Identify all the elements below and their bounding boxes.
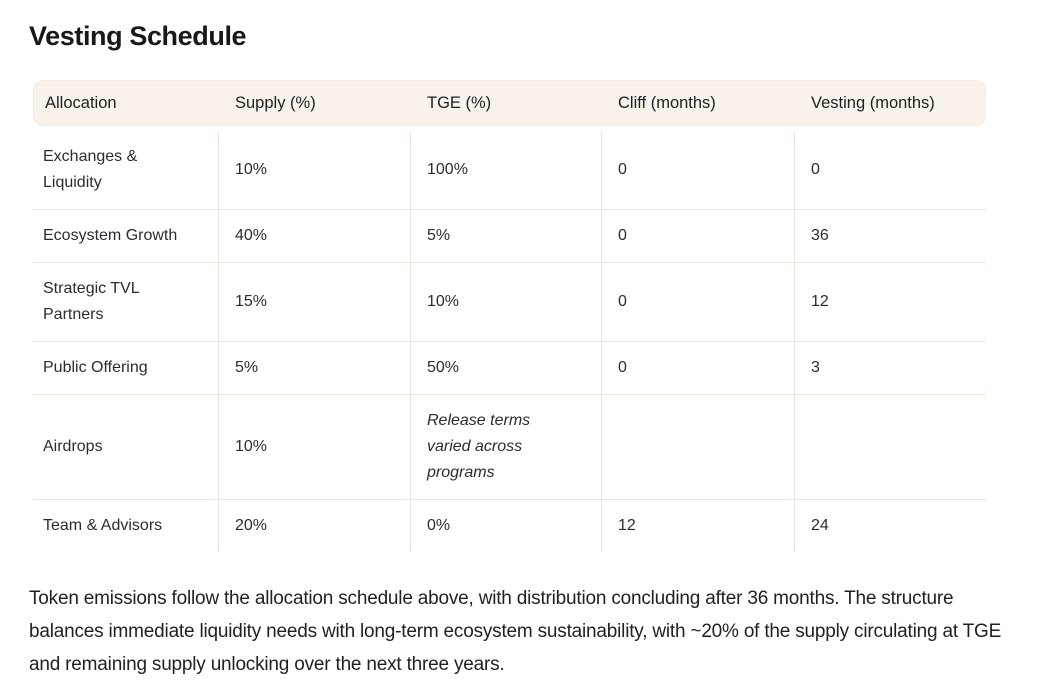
- cell-cliff: [601, 395, 794, 499]
- column-header-cliff: Cliff (months): [618, 93, 716, 112]
- cell-supply: 20%: [218, 500, 410, 552]
- tge-note-text: Release terms varied across programs: [427, 412, 531, 481]
- cell-supply: 15%: [218, 263, 410, 341]
- cell-tge: 5%: [410, 210, 601, 262]
- column-header-tge: TGE (%): [427, 93, 492, 112]
- table-row-strategic-tvl-partners: Strategic TVL Partners 15% 10% 0 12: [33, 263, 986, 342]
- cell-vesting: 36: [794, 210, 986, 262]
- cell-allocation: Public Offering: [43, 359, 148, 376]
- cell-tge: 100%: [410, 131, 601, 209]
- table-row-public-offering: Public Offering 5% 50% 0 3: [33, 342, 986, 395]
- cell-vesting: 12: [794, 263, 986, 341]
- vesting-schedule-table: Allocation Supply (%) TGE (%) Cliff (mon…: [33, 80, 986, 552]
- cell-cliff: 0: [601, 263, 794, 341]
- cell-vesting: 3: [794, 342, 986, 394]
- cell-cliff: 12: [601, 500, 794, 552]
- table-row-ecosystem-growth: Ecosystem Growth 40% 5% 0 36: [33, 210, 986, 263]
- cell-tge: 0%: [410, 500, 601, 552]
- column-header-vesting: Vesting (months): [811, 93, 935, 112]
- page-title: Vesting Schedule: [29, 21, 247, 51]
- cell-cliff: 0: [601, 210, 794, 262]
- cell-cliff: 0: [601, 131, 794, 209]
- token-emissions-paragraph: Token emissions follow the allocation sc…: [29, 588, 1002, 675]
- cell-vesting: [794, 395, 986, 499]
- table-row-airdrops: Airdrops 10% Release terms varied across…: [33, 395, 986, 500]
- cell-supply: 10%: [218, 131, 410, 209]
- column-header-supply: Supply (%): [235, 93, 316, 112]
- cell-supply: 5%: [218, 342, 410, 394]
- cell-allocation: Team & Advisors: [43, 517, 163, 534]
- cell-allocation: Exchanges & Liquidity: [43, 148, 138, 191]
- cell-allocation: Ecosystem Growth: [43, 227, 178, 244]
- cell-supply: 40%: [218, 210, 410, 262]
- table-row-team-advisors: Team & Advisors 20% 0% 12 24: [33, 500, 986, 552]
- cell-allocation: Strategic TVL Partners: [43, 280, 140, 323]
- cell-cliff: 0: [601, 342, 794, 394]
- table-body: Exchanges & Liquidity 10% 100% 0 0 Ecosy…: [33, 131, 986, 552]
- cell-tge-note: Release terms varied across programs: [410, 395, 601, 499]
- cell-vesting: 24: [794, 500, 986, 552]
- cell-allocation: Airdrops: [43, 438, 103, 455]
- cell-supply: 10%: [218, 395, 410, 499]
- cell-tge: 10%: [410, 263, 601, 341]
- table-row-exchanges-liquidity: Exchanges & Liquidity 10% 100% 0 0: [33, 131, 986, 210]
- column-header-allocation: Allocation: [45, 93, 117, 112]
- cell-tge: 50%: [410, 342, 601, 394]
- table-header-row: Allocation Supply (%) TGE (%) Cliff (mon…: [33, 80, 986, 126]
- cell-vesting: 0: [794, 131, 986, 209]
